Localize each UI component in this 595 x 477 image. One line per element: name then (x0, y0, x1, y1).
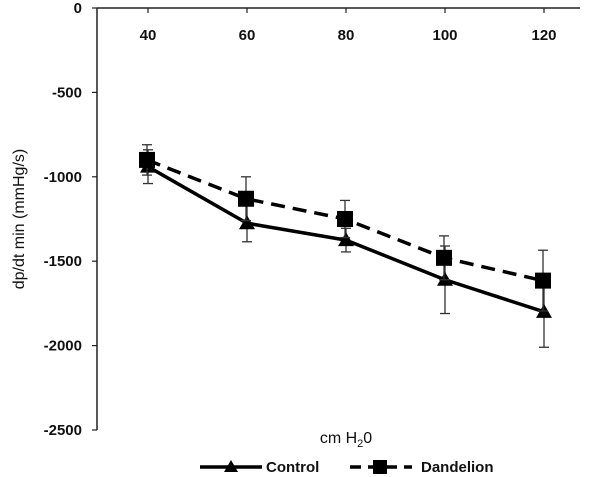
x-tick-label: 40 (140, 27, 157, 44)
data-point-control (338, 232, 354, 247)
y-ticks: 0 -500 -1000 -1500 -2000 -2500 (44, 0, 97, 439)
y-axis-title: dp/dt min (mmHg/s) (11, 149, 28, 289)
data-point-dandelion (139, 151, 155, 168)
x-axis-title-tail: 0 (363, 430, 372, 447)
y-tick-label: -1500 (44, 253, 82, 270)
legend-control-marker (224, 460, 238, 472)
y-tick-label: -1000 (44, 169, 82, 186)
x-tick-label: 80 (338, 27, 355, 44)
legend-dandelion-marker (373, 460, 387, 474)
x-axis-title: cm H20 (320, 430, 372, 450)
data-point-control (239, 215, 255, 230)
x-tick-label: 60 (239, 27, 256, 44)
x-axis-title-main: cm H (320, 430, 357, 447)
y-tick-label: -2500 (44, 422, 82, 439)
legend-dandelion-label: Dandelion (421, 459, 494, 476)
y-tick-label: -500 (52, 84, 82, 101)
data-point-dandelion (436, 249, 452, 266)
legend-control-label: Control (266, 459, 319, 476)
x-tick-label: 100 (432, 27, 457, 44)
legend-item-control: Control (200, 459, 319, 476)
x-tick-label: 120 (531, 27, 556, 44)
data-point-dandelion (337, 211, 353, 227)
legend: Control Dandelion (200, 459, 494, 476)
legend-item-dandelion: Dandelion (350, 459, 494, 476)
y-tick-label: -2000 (44, 338, 82, 355)
x-ticks: 40 60 80 100 120 (140, 8, 557, 44)
axes (96, 7, 580, 430)
plot-area (139, 144, 552, 348)
series-dandelion (139, 144, 551, 312)
data-point-control (437, 271, 453, 286)
data-point-dandelion (238, 190, 254, 207)
x-axis-title-sub: 2 (357, 438, 363, 450)
y-tick-label: 0 (74, 0, 82, 17)
series-control (140, 149, 552, 348)
data-point-dandelion (535, 272, 551, 289)
